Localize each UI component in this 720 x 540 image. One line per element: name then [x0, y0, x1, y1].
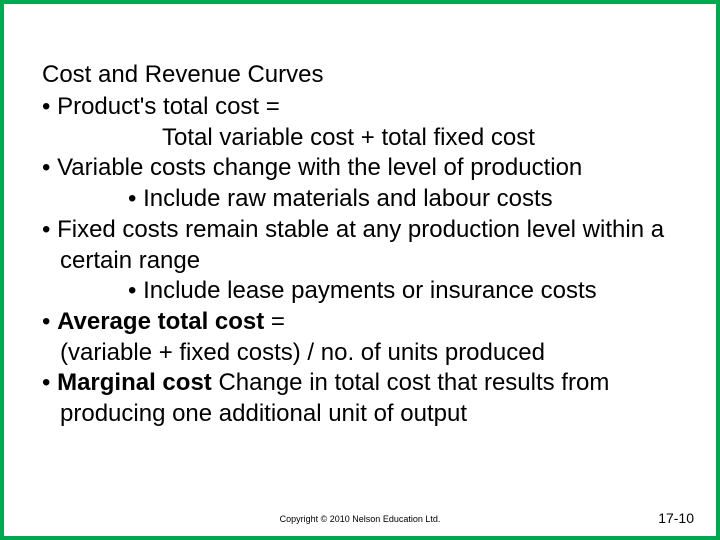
bullet-5: Marginal cost Change in total cost that … — [42, 368, 678, 429]
bullet-4-bold: Average total cost — [57, 308, 264, 335]
bullet-3-sub: Include lease payments or insurance cost… — [128, 276, 678, 307]
bullet-4-line2: (variable + fixed costs) / no. of units … — [42, 338, 678, 369]
bullet-2-sub: Include raw materials and labour costs — [128, 184, 678, 215]
bullet-5-bold: Marginal cost — [57, 369, 212, 396]
bullet-list: Product's total cost = Total variable co… — [42, 92, 678, 430]
slide-frame: Cost and Revenue Curves Product's total … — [0, 0, 720, 540]
copyright-text: Copyright © 2010 Nelson Education Ltd. — [4, 514, 716, 524]
bullet-3: Fixed costs remain stable at any product… — [42, 215, 678, 276]
bullet-1-sub: Total variable cost + total fixed cost — [42, 123, 678, 154]
bullet-1: Product's total cost = — [42, 92, 678, 123]
bullet-2: Variable costs change with the level of … — [42, 153, 678, 184]
bullet-4-rest: = — [264, 308, 285, 335]
bullet-4: Average total cost = — [42, 307, 678, 338]
slide-title: Cost and Revenue Curves — [42, 60, 678, 90]
page-number: 17-10 — [658, 510, 694, 526]
